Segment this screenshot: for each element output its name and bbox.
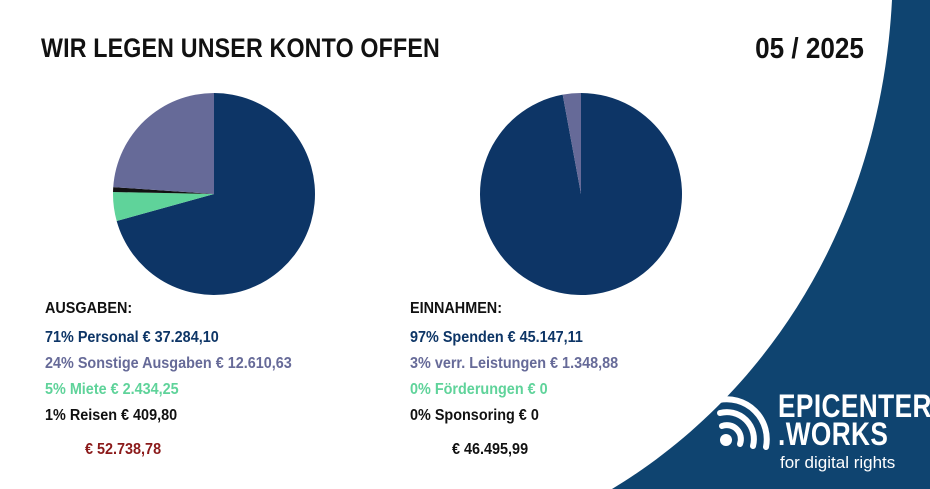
income-legend-item-0: 97% Spenden € 45.147,11 [410,329,583,346]
page-title: WIR LEGEN UNSER KONTO OFFEN [41,33,440,63]
expenses-pie-chart [113,93,315,295]
expenses-legend-item-3: 24% Sonstige Ausgaben € 12.610,63 [45,355,292,372]
income-legend: EINNAHMEN: 97% Spenden € 45.147,11 3% ver… [410,300,641,429]
income-slice-1 [562,93,581,194]
report-date: 05 / 2025 [755,33,864,65]
expenses-legend-item-0: 71% Personal € 37.284,10 [45,329,219,346]
income-total: € 46.495,99 [452,441,529,458]
expenses-heading: AUSGABEN: [45,300,133,317]
expenses-slice-3 [113,93,214,194]
income-pie-chart [480,93,682,295]
logo-wordmark-line1: EPICENTER [778,388,930,424]
expenses-slice-2 [113,187,214,194]
expenses-legend: AUSGABEN: 71% Personal € 37.284,10 24% So… [45,300,319,429]
income-legend-item-1: 3% verr. Leistungen € 1.348,88 [410,355,619,372]
expenses-legend-item-1: 5% Miete € 2.434,25 [45,381,179,398]
income-heading: EINNAHMEN: [410,300,502,317]
income-legend-item-3: 0% Sponsoring € 0 [410,407,539,424]
expenses-total: € 52.738,78 [85,441,162,458]
logo-tagline: for digital rights [780,453,896,472]
expenses-slice-1 [113,192,214,221]
epicenter-works-logo: EPICENTER .WORKS for digital rights [714,388,930,478]
logo-wordmark-line2: .WORKS [778,416,889,452]
income-legend-item-2: 0% Förderungen € 0 [410,381,548,398]
broadcast-signal-icon [716,396,770,450]
expenses-slice-0 [116,93,315,295]
expenses-legend-item-2: 1% Reisen € 409,80 [45,407,178,424]
